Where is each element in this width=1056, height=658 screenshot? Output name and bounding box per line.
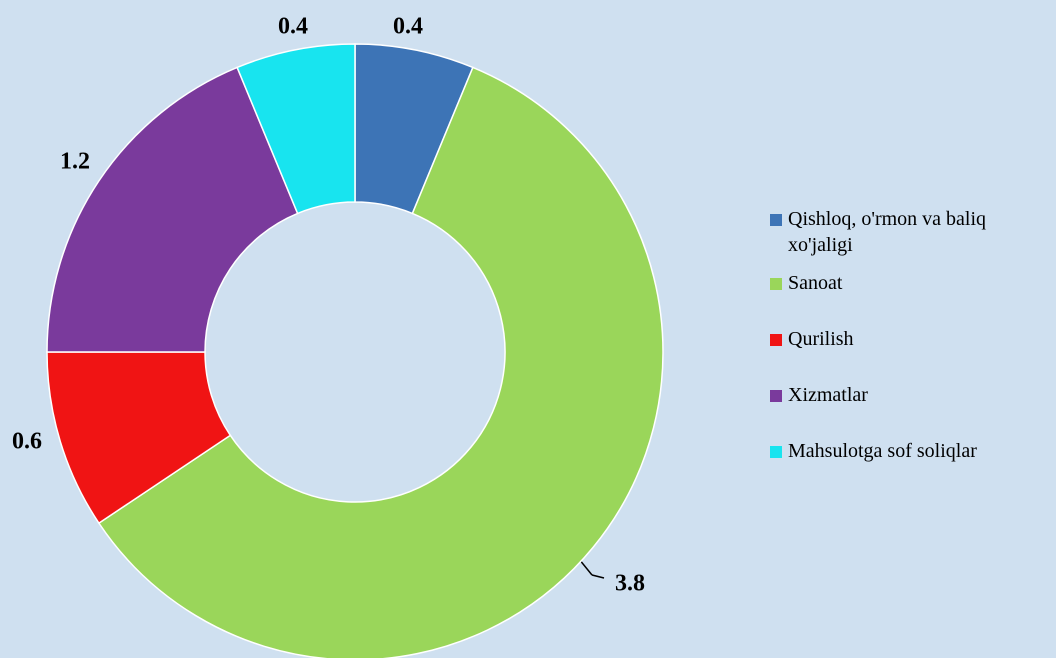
legend: Qishloq, o'rmon va baliq xo'jaligi Sanoat… [768,206,1053,464]
donut-slice [97,66,664,658]
legend-item: Sanoat [768,270,1053,296]
legend-item: Mahsulotga sof soliqlar [768,438,1053,464]
leader-line [591,574,605,579]
legend-item: Qurilish [768,326,1053,352]
legend-item: Xizmatlar [768,382,1053,408]
donut-slice [236,43,356,215]
legend-swatch [770,446,782,458]
data-label: 0.6 [12,429,42,455]
legend-swatch [770,390,782,402]
legend-label: Xizmatlar [788,384,868,406]
legend-label: Sanoat [788,272,843,294]
legend-label: Qurilish [788,328,854,350]
legend-label: Mahsulotga sof soliqlar [788,440,977,462]
data-label: 1.2 [60,149,90,175]
data-label: 0.4 [278,14,308,40]
legend-label: Qishloq, o'rmon va baliq xo'jaligi [788,208,987,256]
legend-item: Qishloq, o'rmon va baliq xo'jaligi [768,206,1053,258]
donut-slice [46,66,299,353]
legend-swatch [770,278,782,290]
legend-swatch [770,214,782,226]
data-label: 0.4 [393,14,423,40]
legend-swatch [770,334,782,346]
data-label: 3.8 [615,571,645,597]
